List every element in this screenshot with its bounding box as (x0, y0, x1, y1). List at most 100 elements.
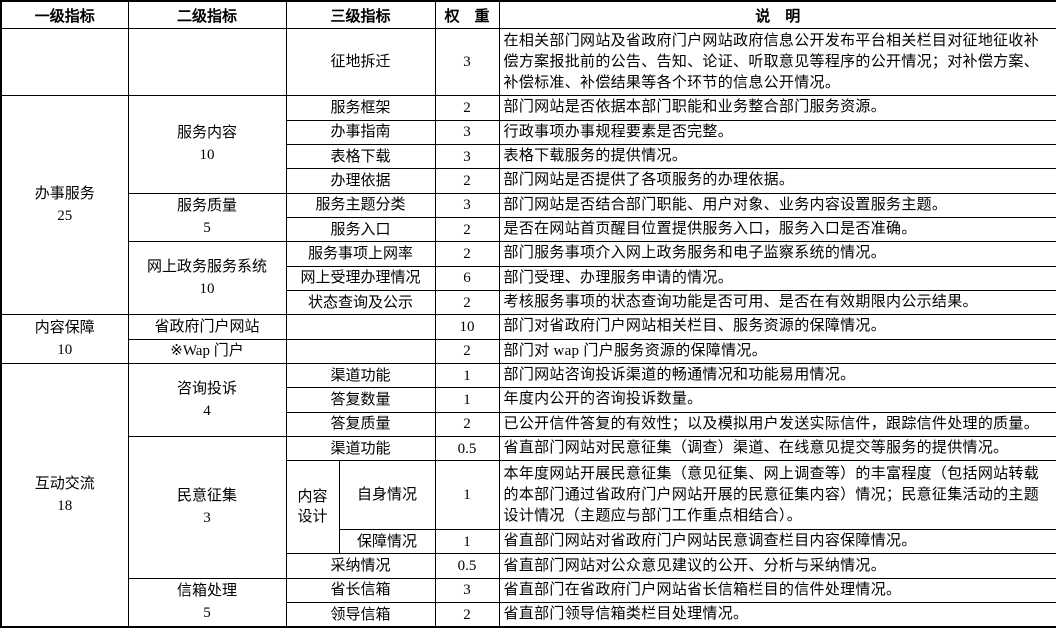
weight-cell: 6 (434, 265, 500, 291)
empty-level3-cell (285, 314, 436, 340)
level2-label: 信箱处理 (176, 583, 237, 600)
description-cell: 在相关部门网站及省政府门户网站政府信息公开发布平台相关栏目对征地征收补偿方案报批… (498, 28, 1056, 97)
level2-cell: ※Wap 门户 (127, 338, 287, 364)
level2-group-zixuntousu: 咨询投诉 4 (127, 362, 287, 437)
weight-cell: 2 (434, 95, 500, 121)
table-row: 网上受理办理情况 6 部门受理、办理服务申请的情况。 (1, 265, 1056, 291)
table-row: 办理依据 2 部门网站是否提供了各项服务的办理依据。 (1, 168, 1056, 194)
level3-cell: 保障情况 (338, 529, 436, 555)
table-row: 内容设计 自身情况 1 本年度网站开展民意征集（意见征集、网上调查等）的丰富程度… (1, 460, 1056, 555)
weight-cell: 3 (434, 119, 500, 145)
level2-label: 咨询投诉 (176, 380, 237, 397)
level2-weight: 3 (203, 510, 211, 527)
level1-group-hudongjiaoliu: 互动交流 18 (0, 362, 129, 628)
description-cell: 部门服务事项介入网上政务服务和电子监察系统的情况。 (498, 241, 1056, 267)
description-cell: 部门网站是否提供了各项服务的办理依据。 (498, 168, 1056, 194)
weight-cell: 2 (434, 241, 500, 267)
level3-cell: 自身情况 (338, 460, 436, 531)
table-row: 办事服务 25 服务内容 10 服务框架 2 部门网站是否依据本部门职能和业务整… (0, 95, 1056, 316)
description-cell: 表格下载服务的提供情况。 (498, 143, 1056, 170)
table-row: 状态查询及公示 2 考核服务事项的状态查询功能是否可用、是否在有效期限内公示结果… (1, 289, 1056, 316)
level3-cell: 渠道功能 (285, 362, 436, 389)
weight-cell: 2 (434, 602, 500, 628)
table-row: ※Wap 门户 2 部门对 wap 门户服务资源的保障情况。 (1, 338, 1056, 364)
level3-cell: 网上受理办理情况 (285, 265, 436, 291)
level1-label: 内容保障 (34, 320, 95, 337)
table-row: 征地拆迁 3 在相关部门网站及省政府门户网站政府信息公开发布平台相关栏目对征地征… (0, 28, 1056, 97)
level1-group-banshifuwu: 办事服务 25 (0, 95, 129, 316)
weight-cell: 1 (434, 387, 500, 413)
level3-cell: 服务事项上网率 (285, 241, 436, 267)
level2-group-fuwuzhiliang: 服务质量 5 (127, 192, 287, 243)
level3-cell: 服务入口 (285, 216, 436, 243)
description-cell: 省直部门在省政府门户网站省长信箱栏目的信件处理情况。 (498, 577, 1056, 604)
weight-cell: 2 (434, 216, 500, 243)
level3-cell: 省长信箱 (285, 577, 436, 604)
level2-group-wangshangzhengwu: 网上政务服务系统 10 (127, 241, 287, 316)
empty-level3-cell (285, 338, 436, 364)
weight-cell: 2 (434, 168, 500, 194)
table-row: 领导信箱 2 省直部门领导信箱类栏目处理情况。 (1, 602, 1056, 628)
level2-weight: 5 (203, 605, 211, 622)
weight-cell: 1 (434, 460, 500, 531)
level3-subgroup-neirongsheji: 内容设计 (285, 460, 340, 555)
table-row: 互动交流 18 咨询投诉 4 渠道功能 1 部门网站咨询投诉渠道的畅通情况和功能… (0, 362, 1056, 628)
table-header-row: 一级指标 二级指标 三级指标 权 重 说 明 (0, 0, 1056, 30)
empty-level2-cell (127, 28, 287, 97)
table-row: 采纳情况 0.5 省直部门网站对公众意见建议的公开、分析与采纳情况。 (1, 553, 1056, 579)
weight-cell: 2 (434, 411, 500, 437)
level1-label: 互动交流 (34, 475, 95, 492)
weight-cell: 3 (434, 143, 500, 170)
col-header-level2: 二级指标 (127, 0, 287, 30)
level3-cell: 服务主题分类 (285, 192, 436, 218)
level2-label: 网上政务服务系统 (146, 259, 267, 276)
weight-cell: 3 (434, 28, 500, 97)
level3-cell: 领导信箱 (285, 602, 436, 628)
level3-cell: 状态查询及公示 (285, 289, 436, 316)
description-cell: 是否在网站首页醒目位置提供服务入口，服务入口是否准确。 (498, 216, 1056, 243)
level2-label: 民意征集 (176, 488, 237, 505)
col-header-level1: 一级指标 (0, 0, 129, 30)
table-row: 表格下载 3 表格下载服务的提供情况。 (1, 143, 1056, 170)
level1-group-neirongbaozhang: 内容保障 10 (0, 314, 129, 364)
weight-cell: 0.5 (434, 435, 500, 462)
description-cell: 省直部门网站对公众意见建议的公开、分析与采纳情况。 (498, 553, 1056, 579)
description-cell: 年度内公开的咨询投诉数量。 (498, 387, 1056, 413)
description-cell: 省直部门领导信箱类栏目处理情况。 (498, 602, 1056, 628)
description-cell: 省直部门网站对省政府门户网站民意调查栏目内容保障情况。 (498, 529, 1056, 555)
level1-weight: 25 (57, 208, 73, 225)
level2-label: 服务内容 (176, 125, 237, 142)
level3-cell: 答复数量 (285, 387, 436, 413)
table-row: 内容保障 10 省政府门户网站 10 部门对省政府门户网站相关栏目、服务资源的保… (0, 314, 1056, 364)
table-row: 信箱处理 5 省长信箱 3 省直部门在省政府门户网站省长信箱栏目的信件处理情况。 (1, 577, 1056, 628)
table-row: 民意征集 3 渠道功能 0.5 省直部门网站对民意征集（调查）渠道、在线意见提交… (1, 435, 1056, 579)
level2-cell: 省政府门户网站 (127, 314, 287, 340)
description-cell: 行政事项办事规程要素是否完整。 (498, 119, 1056, 145)
weight-cell: 0.5 (434, 553, 500, 579)
level1-weight: 10 (57, 342, 73, 359)
description-cell: 部门网站是否结合部门职能、用户对象、业务内容设置服务主题。 (498, 192, 1056, 218)
level1-label: 办事服务 (34, 186, 95, 203)
level3-cell: 表格下载 (285, 143, 436, 170)
col-header-level3: 三级指标 (285, 0, 436, 30)
level2-weight: 4 (203, 402, 211, 419)
description-cell: 部门网站咨询投诉渠道的畅通情况和功能易用情况。 (498, 362, 1056, 389)
description-cell: 已公开信件答复的有效性；以及模拟用户发送实际信件，跟踪信件处理的质量。 (498, 411, 1056, 437)
level2-group-xinxiangchuli: 信箱处理 5 (127, 577, 287, 628)
description-cell: 部门网站是否依据本部门职能和业务整合部门服务资源。 (498, 95, 1056, 121)
description-cell: 考核服务事项的状态查询功能是否可用、是否在有效期限内公示结果。 (498, 289, 1056, 316)
level1-weight: 18 (57, 497, 73, 514)
level2-group-minyizhengji: 民意征集 3 (127, 435, 287, 579)
description-cell: 部门对省政府门户网站相关栏目、服务资源的保障情况。 (498, 314, 1056, 340)
table-row: 答复数量 1 年度内公开的咨询投诉数量。 (1, 387, 1056, 413)
level3-cell: 答复质量 (285, 411, 436, 437)
weight-cell: 10 (434, 314, 500, 340)
description-cell: 部门对 wap 门户服务资源的保障情况。 (498, 338, 1056, 364)
level3-cell: 征地拆迁 (285, 28, 436, 97)
level2-weight: 10 (199, 147, 215, 164)
weight-cell: 1 (434, 362, 500, 389)
weight-cell: 3 (434, 577, 500, 604)
weight-cell: 1 (434, 529, 500, 555)
